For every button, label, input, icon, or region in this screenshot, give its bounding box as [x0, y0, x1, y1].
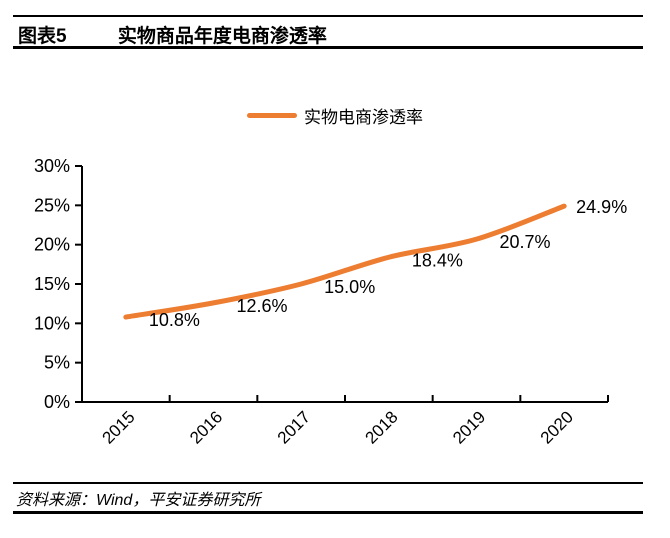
legend-series-label: 实物电商渗透率: [304, 107, 423, 127]
footer-top-rule: [13, 482, 643, 484]
data-label: 10.8%: [149, 310, 200, 330]
source-note: 资料来源：Wind，平安证券研究所: [16, 492, 261, 509]
x-tick-label: 2019: [449, 407, 489, 447]
y-tick-label: 10%: [34, 313, 70, 333]
x-tick-label: 2016: [186, 407, 226, 447]
y-tick-label: 5%: [44, 353, 70, 373]
y-tick-label: 0%: [44, 392, 70, 412]
chart-legend: 实物电商渗透率: [0, 104, 670, 127]
y-tick-label: 15%: [34, 274, 70, 294]
y-tick-label: 25%: [34, 195, 70, 215]
x-tick-label: 2015: [98, 407, 138, 447]
footer-bottom-rule: [13, 511, 643, 514]
series-line: [123, 203, 567, 320]
y-tick-label: 20%: [34, 235, 70, 255]
y-tick-label: 30%: [34, 156, 70, 176]
x-tick-label: 2017: [274, 407, 314, 447]
x-tick-label: 2020: [537, 407, 577, 447]
data-label: 12.6%: [237, 296, 288, 316]
data-label: 20.7%: [500, 232, 551, 252]
header-bottom-rule: [13, 46, 643, 49]
data-label: 18.4%: [412, 250, 463, 270]
data-label: 15.0%: [324, 277, 375, 297]
figure-label: 图表5: [18, 26, 67, 47]
x-tick-label: 2018: [361, 407, 401, 447]
data-label: 24.9%: [576, 197, 627, 217]
figure-title: 实物商品年度电商渗透率: [117, 26, 327, 47]
legend-line-swatch: [247, 112, 297, 118]
figure-header: 图表5 实物商品年度电商渗透率: [18, 21, 327, 48]
header-top-rule: [13, 15, 643, 17]
